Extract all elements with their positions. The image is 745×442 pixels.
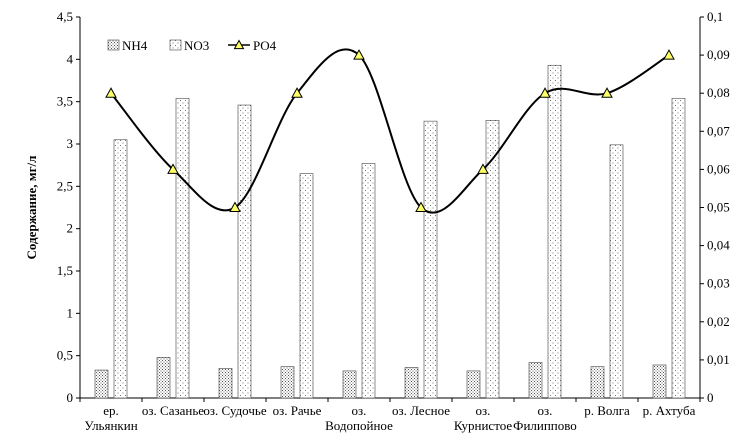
no3-bar [423, 120, 438, 399]
category-label: оз. Судочье [203, 403, 266, 418]
right-tick-label: 0,08 [707, 85, 730, 100]
category-label: оз. Рачье [273, 403, 322, 418]
category-label-line: р. Ахтуба [643, 403, 696, 418]
right-tick-label: 0,01 [707, 352, 730, 367]
nh4-bar [94, 369, 109, 399]
no3-bar [609, 144, 624, 399]
po4-marker [167, 163, 179, 174]
nh4-bar [342, 370, 357, 399]
left-tick-label: 0 [67, 390, 74, 405]
po4-marker [229, 201, 241, 212]
left-tick-label: 4 [67, 51, 74, 66]
right-tick-label: 0 [707, 390, 714, 405]
legend-label-nh4: NH4 [122, 38, 148, 53]
y-axis-title: Содержание, мг/л [24, 156, 39, 260]
po4-line-layer [105, 48, 675, 214]
right-tick-label: 0,02 [707, 314, 730, 329]
category-label-line: оз. Рачье [273, 403, 322, 418]
category-label: ер. Ульянкин [84, 403, 137, 433]
legend-swatch-no3 [169, 39, 182, 51]
no3-bar [671, 97, 686, 399]
nh4-bar [218, 368, 233, 399]
nh4-bar [652, 364, 667, 399]
category-label-line: оз. [352, 403, 367, 418]
category-label-line: оз. Судочье [203, 403, 266, 418]
nh4-bar [590, 366, 605, 399]
po4-marker [477, 163, 489, 174]
category-label: р. Ахтуба [643, 403, 696, 418]
left-tick-label: 3,5 [57, 94, 73, 109]
left-tick-label: 2 [67, 221, 74, 236]
right-tick-label: 0,03 [707, 276, 730, 291]
legend-swatch-po4-marker [233, 39, 245, 50]
nh4-bar [528, 362, 543, 399]
category-label: оз. Водопойное [325, 403, 393, 433]
category-label: оз. Лесное [392, 403, 450, 418]
left-tick-label: 4,5 [57, 9, 73, 24]
po4-marker [415, 201, 427, 212]
legend-label-po4: PO4 [253, 38, 277, 53]
nh4-bar [280, 366, 295, 399]
po4-marker [663, 49, 675, 60]
po4-marker [601, 87, 613, 98]
left-tick-label: 1 [67, 305, 74, 320]
right-tick-label: 0,06 [707, 161, 730, 176]
no3-bar [485, 119, 500, 399]
category-label-line: оз. [538, 403, 553, 418]
no3-bar [113, 139, 128, 399]
legend-label-no3: NO3 [184, 38, 209, 53]
right-tick-label: 0,07 [707, 123, 730, 138]
right-tick-label: 0,09 [707, 47, 730, 62]
nh4-bar [466, 370, 481, 399]
right-tick-label: 0,05 [707, 200, 730, 215]
no3-bar [175, 97, 190, 399]
category-label-line: оз. [476, 403, 491, 418]
no3-bar [547, 64, 562, 399]
no3-bar [237, 104, 252, 399]
category-label-line: ер. [103, 403, 119, 418]
no3-bar [361, 163, 376, 399]
bars-layer [94, 64, 686, 399]
category-label: оз. Курнистое [454, 403, 513, 433]
left-tick-label: 2,5 [57, 178, 73, 193]
category-label-line: р. Волга [584, 403, 630, 418]
nh4-bar [156, 357, 171, 399]
axes-layer: 0 0,5 1 1,5 2 2,5 3 3,5 4 4,5 0 0,01 0,02 0,03 0,04 0,0… [24, 9, 730, 433]
category-label-line: Филиппово [513, 418, 577, 433]
right-tick-label: 0,1 [707, 9, 723, 24]
left-tick-label: 1,5 [57, 263, 73, 278]
po4-marker [353, 49, 365, 60]
po4-marker [291, 87, 303, 98]
legend: NH4 NO3 PO4 [107, 38, 277, 53]
right-tick-label: 0,04 [707, 238, 730, 253]
category-label: оз. Сазанье [142, 403, 204, 418]
no3-bar [299, 173, 314, 399]
nh4-bar [404, 367, 419, 399]
category-label: р. Волга [584, 403, 630, 418]
left-tick-label: 3 [67, 136, 74, 151]
category-label-line: Ульянкин [84, 418, 137, 433]
legend-swatch-nh4 [107, 39, 120, 51]
po4-marker [539, 87, 551, 98]
left-tick-label: 0,5 [57, 348, 73, 363]
category-label-line: оз. Сазанье [142, 403, 204, 418]
po4-line [110, 48, 670, 214]
po4-marker [105, 87, 117, 98]
category-label-line: оз. Лесное [392, 403, 450, 418]
category-label-line: Курнистое [454, 418, 513, 433]
category-label: оз. Филиппово [513, 403, 577, 433]
category-label-line: Водопойное [325, 418, 393, 433]
